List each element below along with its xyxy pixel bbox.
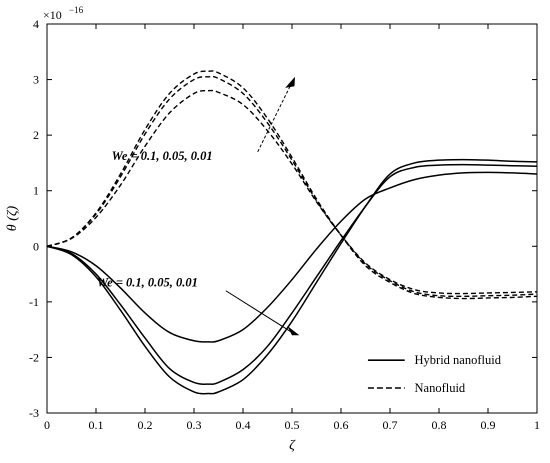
y-tick-label: 0 [33,239,39,253]
arrow-hybrid [225,290,293,333]
x-tick-label: 0.8 [432,418,447,432]
y-tick-label: 3 [33,73,39,87]
y-tick-label: 1 [33,184,39,198]
nanofluid-curve-4 [46,75,538,298]
nanofluid-curve-3 [46,70,538,300]
nanofluid-curve-5 [46,89,538,295]
legend-label-hybrid: Hybrid nanofluid [415,353,502,367]
y-tick-label: -2 [29,350,39,364]
legend-label-nanofluid: Nanofluid [415,381,466,395]
hybrid-curve-2 [46,171,538,343]
y-exponent: −16 [69,5,84,15]
annotation-hybrid-we: We = 0.1, 0.05, 0.01 [97,275,198,289]
legend: Hybrid nanofluid Nanofluid [367,353,502,395]
plot-area: 0 0.1 0.2 0.3 0.4 0.5 0.6 0.7 0.8 0.9 1 -3 -2 -1 0 1 2 3 4 [29,17,540,432]
y-tick-label: 2 [33,128,39,142]
x-tick-label: 0.1 [89,418,104,432]
hybrid-curve-0 [46,158,538,395]
annotation-nanofluid-we: We = 0.1, 0.05, 0.01 [112,149,213,163]
x-tick-label: 0.6 [334,418,349,432]
x-tick-label: 0.5 [285,418,300,432]
y-axis-label: θ (ζ) [5,205,20,231]
x-tick-label: 0.2 [138,418,153,432]
y-tick-label: -3 [29,406,39,420]
arrow-nanofluid [257,82,293,153]
x-tick-label: 0.7 [383,418,398,432]
x-tick-label: 0.3 [187,418,202,432]
x-axis-label: ζ [289,438,296,453]
series-layer [46,70,538,395]
x-tick-label: 1 [534,418,540,432]
axis-ticks: 0 0.1 0.2 0.3 0.4 0.5 0.6 0.7 0.8 0.9 1 -3 -2 -1 0 1 2 3 4 [29,17,540,432]
x-tick-label: 0.4 [236,418,251,432]
annotations: We = 0.1, 0.05, 0.01 We = 0.1, 0.05, 0.0… [97,76,300,336]
x-tick-label: 0.9 [481,418,496,432]
y-tick-label: -1 [29,295,39,309]
y-tick-label: 4 [33,17,39,31]
x-tick-label: 0 [44,418,50,432]
y-multiplier: ×10 [43,8,62,22]
arrowhead-nanofluid [285,76,295,88]
arrowhead-hybrid [287,325,300,336]
hybrid-curve-1 [46,163,538,386]
